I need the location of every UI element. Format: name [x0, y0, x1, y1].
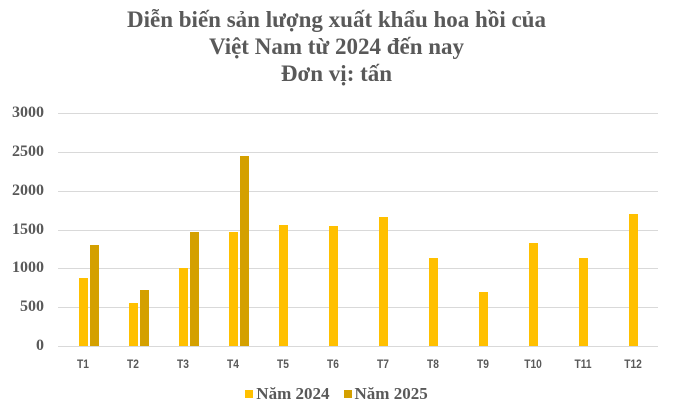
legend-swatch-2025 — [343, 390, 352, 398]
legend: Năm 2024 Năm 2025 — [0, 384, 673, 404]
x-tick-label: T1 — [77, 357, 89, 371]
x-tick-label: T12 — [624, 357, 642, 371]
gridline-1500 — [58, 230, 658, 231]
bar-T6-2024 — [329, 226, 338, 346]
bar-T9-2024 — [479, 292, 488, 346]
x-tick-label: T8 — [427, 357, 439, 371]
x-tick-label: T7 — [377, 357, 389, 371]
bar-T8-2024 — [429, 258, 438, 346]
bar-T3-2025 — [190, 232, 199, 346]
bar-T1-2025 — [90, 245, 99, 346]
x-tick-label: T11 — [574, 357, 592, 371]
gridline-2000 — [58, 191, 658, 192]
y-tick-label: 1500 — [12, 221, 44, 238]
y-tick-label: 3000 — [12, 104, 44, 121]
legend-item-2025: Năm 2025 — [343, 384, 428, 404]
chart-title-line-1: Diễn biến sản lượng xuất khẩu hoa hồi củ… — [127, 7, 546, 32]
y-tick-label: 0 — [36, 337, 44, 354]
gridline-500 — [58, 307, 658, 308]
bar-T10-2024 — [529, 243, 538, 346]
y-tick-label: 2500 — [12, 143, 44, 160]
gridline-3000 — [58, 113, 658, 114]
bar-T11-2024 — [579, 258, 588, 346]
bar-T12-2024 — [629, 214, 638, 346]
gridline-1000 — [58, 268, 658, 269]
chart-title-line-2: Việt Nam từ 2024 đến nay — [208, 34, 465, 59]
x-tick-label: T6 — [327, 357, 339, 371]
chart-subtitle-unit: Đơn vị: tấn — [280, 61, 393, 86]
x-tick-label: T4 — [227, 357, 239, 371]
bar-T5-2024 — [279, 225, 288, 346]
bar-T2-2024 — [129, 303, 138, 346]
bar-T7-2024 — [379, 217, 388, 346]
legend-swatch-2024 — [245, 390, 254, 398]
legend-item-2024: Năm 2024 — [245, 384, 330, 404]
x-tick-label: T5 — [277, 357, 289, 371]
y-tick-label: 500 — [20, 298, 44, 315]
gridline-0 — [58, 346, 658, 347]
bar-T2-2025 — [140, 290, 149, 346]
legend-label-2025: Năm 2025 — [354, 384, 428, 403]
y-tick-label: 1000 — [12, 259, 44, 276]
gridline-2500 — [58, 152, 658, 153]
x-tick-label: T9 — [477, 357, 489, 371]
x-tick-label: T2 — [127, 357, 139, 371]
x-tick-label: T10 — [524, 357, 542, 371]
bar-T3-2024 — [179, 268, 188, 346]
bar-T4-2025 — [240, 156, 249, 346]
x-tick-label: T3 — [177, 357, 189, 371]
y-tick-label: 2000 — [12, 182, 44, 199]
legend-label-2024: Năm 2024 — [256, 384, 330, 403]
chart-title: Diễn biến sản lượng xuất khẩu hoa hồi củ… — [0, 6, 673, 87]
bar-T4-2024 — [229, 232, 238, 346]
bar-T1-2024 — [79, 278, 88, 346]
